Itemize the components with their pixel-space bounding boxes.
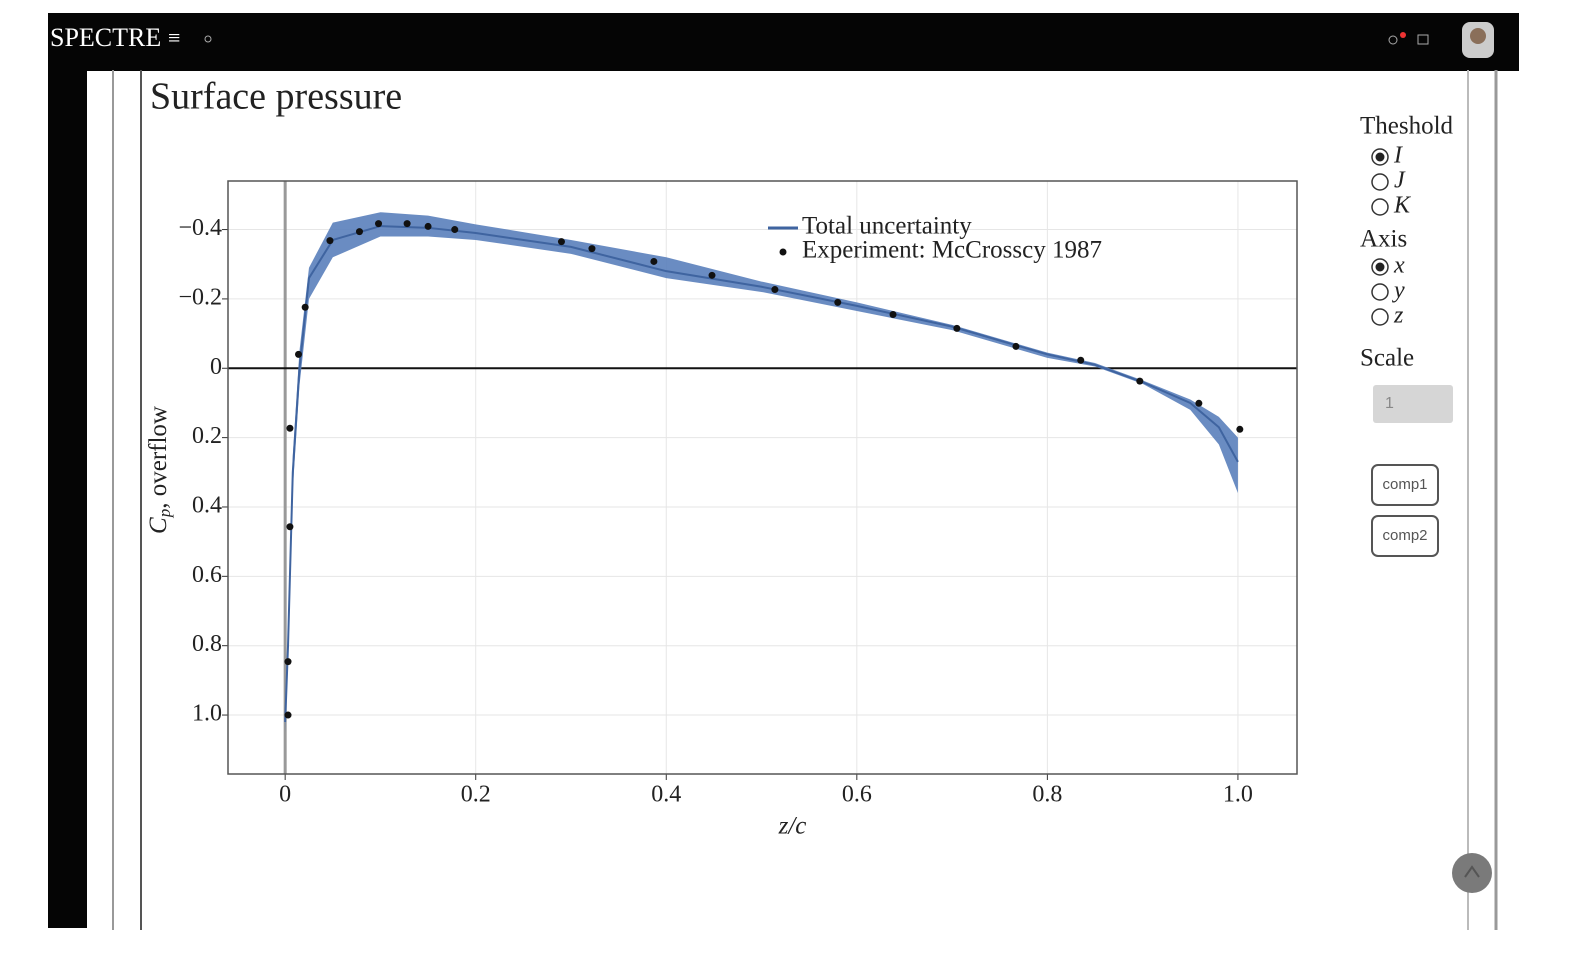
radio[interactable]: [1371, 283, 1389, 301]
data-point: [1236, 425, 1244, 433]
x-tick-label: 1.0: [1223, 782, 1253, 808]
data-point: [403, 220, 411, 228]
radio-label: z: [1393, 303, 1404, 329]
radio-dot: [1375, 262, 1385, 272]
page-title: Surface pressure: [150, 76, 402, 118]
section-label: Theshold: [1360, 113, 1454, 140]
data-point: [451, 226, 459, 234]
button[interactable]: [1371, 515, 1439, 557]
search-icon[interactable]: [204, 35, 212, 43]
radio[interactable]: [1371, 308, 1389, 326]
section-label: Axis: [1360, 226, 1407, 253]
top-bar: [48, 13, 1519, 71]
data-point: [1195, 399, 1203, 407]
plot-area: [228, 181, 1297, 774]
left-strip: [48, 70, 87, 928]
scroll-top-arrow: [1464, 865, 1480, 878]
message-icon[interactable]: [1417, 34, 1429, 45]
radio[interactable]: [1371, 198, 1389, 216]
data-point: [284, 658, 292, 666]
data-point: [1012, 342, 1020, 350]
button[interactable]: [1371, 464, 1439, 506]
plot-frame: [227, 180, 1298, 775]
scroll-top-button[interactable]: [1452, 853, 1492, 893]
data-point: [355, 228, 363, 236]
data-point: [953, 324, 961, 332]
data-point: [557, 238, 565, 246]
notification-icon[interactable]: [1388, 35, 1398, 45]
notification-badge: [1400, 32, 1406, 38]
y-axis-label-part: C: [145, 517, 172, 534]
radio[interactable]: [1371, 173, 1389, 191]
data-point: [284, 711, 292, 719]
x-axis-label: z/c: [778, 813, 807, 840]
data-point: [301, 303, 309, 311]
y-tick-label: −0.2: [178, 284, 222, 310]
y-tick-label: 0: [210, 354, 222, 380]
legend-label: Experiment: McCrosscy 1987: [802, 237, 1102, 264]
radio-label: K: [1393, 193, 1412, 219]
radio-label: y: [1392, 278, 1405, 304]
x-tick-label: 0.4: [651, 782, 681, 808]
data-point: [424, 222, 432, 230]
y-axis-label: Cp, overflow: [145, 406, 174, 534]
radio-label: I: [1393, 143, 1403, 169]
data-point: [286, 424, 294, 432]
avatar-face: [1470, 28, 1486, 44]
button-label: comp1: [1382, 476, 1427, 493]
legend-swatch: [779, 248, 787, 256]
data-point: [708, 271, 716, 279]
y-axis-label-part: , overflow: [145, 406, 172, 509]
data-point: [286, 523, 294, 531]
radio-label: x: [1393, 253, 1405, 279]
x-tick-label: 0.8: [1032, 782, 1062, 808]
y-tick-label: 0.4: [192, 492, 222, 518]
brand[interactable]: SPECTRE: [50, 23, 161, 52]
radio-label: J: [1394, 168, 1406, 194]
section-label: Scale: [1360, 345, 1414, 372]
y-tick-label: −0.4: [178, 215, 222, 241]
menu-icon[interactable]: ≡: [168, 25, 180, 50]
uncertainty-band: [285, 212, 1238, 733]
data-point: [326, 237, 334, 245]
x-tick-label: 0.6: [842, 782, 872, 808]
data-point: [650, 257, 658, 265]
data-point: [834, 298, 842, 306]
data-point: [295, 350, 303, 358]
data-point: [771, 286, 779, 294]
data-point: [1077, 356, 1085, 364]
scale-input[interactable]: [1373, 385, 1453, 423]
radio-dot: [1375, 152, 1385, 162]
y-tick-label: 1.0: [192, 701, 222, 727]
button-label: comp2: [1382, 527, 1427, 544]
data-point: [1136, 377, 1144, 385]
x-tick-label: 0.2: [461, 782, 491, 808]
y-tick-label: 0.2: [192, 423, 222, 449]
y-tick-label: 0.8: [192, 631, 222, 657]
scale-value: 1: [1385, 395, 1394, 412]
y-tick-label: 0.6: [192, 562, 222, 588]
data-point: [588, 245, 596, 253]
data-point: [889, 311, 897, 319]
data-point: [375, 220, 383, 228]
x-tick-label: 0: [279, 782, 291, 808]
y-axis-label-part: p: [155, 509, 174, 519]
legend-label: Total uncertainty: [802, 213, 972, 240]
